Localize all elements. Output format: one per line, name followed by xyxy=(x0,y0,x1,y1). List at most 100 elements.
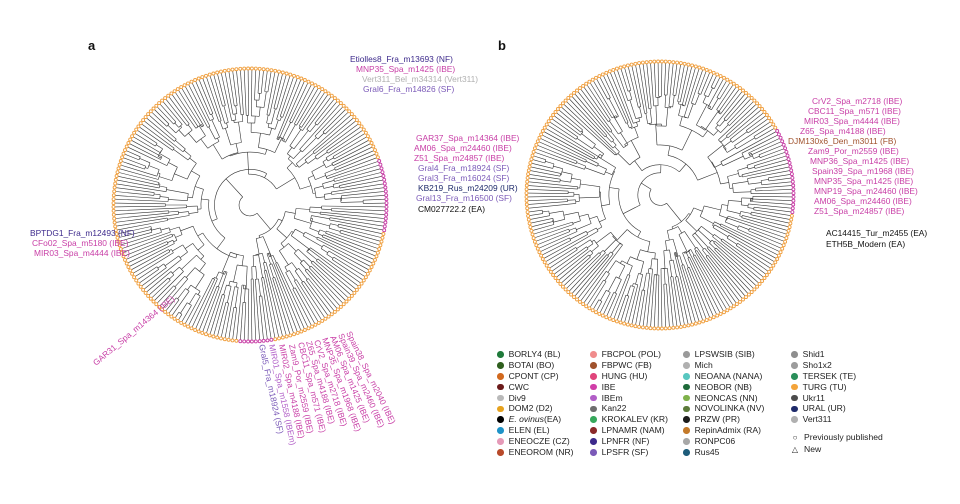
tree-branch xyxy=(702,249,708,257)
tree-tip xyxy=(791,183,796,188)
tree-branch xyxy=(599,250,604,254)
tree-tip xyxy=(640,325,645,330)
tree-branch xyxy=(704,205,721,211)
legend-label: Mich xyxy=(694,359,713,370)
tree-branch xyxy=(532,224,554,231)
tree-branch xyxy=(563,104,617,154)
tree-tip xyxy=(313,322,318,327)
tree-branch xyxy=(320,213,384,223)
tree-tip xyxy=(126,141,131,145)
tree-tip xyxy=(611,318,616,323)
tree-branch xyxy=(529,209,543,213)
tree-branch xyxy=(530,166,561,174)
tree-tip xyxy=(138,121,143,126)
tree-branch xyxy=(235,143,239,153)
legend-label: PRZW (PR) xyxy=(694,414,740,425)
legend-marker-label: New xyxy=(804,444,822,454)
tree-tip xyxy=(219,336,223,341)
tree-tip xyxy=(558,281,563,286)
tree-branch xyxy=(197,232,203,237)
tree-branch xyxy=(638,117,641,122)
tree-branch xyxy=(269,128,272,136)
tree-branch xyxy=(711,98,719,110)
tree-branch xyxy=(154,109,170,125)
tree-branch xyxy=(218,271,225,275)
tree-branch xyxy=(224,286,235,338)
tree-branch xyxy=(200,255,205,260)
tree-tip xyxy=(675,325,680,330)
tree-branch xyxy=(639,64,648,114)
tree-branch xyxy=(339,185,341,189)
tree-branch xyxy=(747,118,769,134)
tree-branch xyxy=(714,163,723,168)
tree-branch xyxy=(720,136,728,143)
tree-branch xyxy=(722,238,769,272)
tree-branch xyxy=(197,244,205,251)
tree-branch xyxy=(606,271,610,274)
legend-label: Rus45 xyxy=(694,447,720,458)
leaf-label: MIR03_Spa_m4444 (IBE) xyxy=(34,248,130,258)
tree-tip xyxy=(789,168,794,173)
tree-branch xyxy=(331,143,371,164)
tree-branch xyxy=(590,239,594,244)
tree-branch xyxy=(551,246,587,272)
legend-label: DOM2 (D2) xyxy=(508,403,553,414)
tree-branch xyxy=(545,230,599,262)
tree-branch xyxy=(306,268,341,306)
tree-branch xyxy=(720,131,777,163)
tree-tip xyxy=(211,334,216,339)
tree-branch xyxy=(715,124,719,129)
tree-branch xyxy=(262,236,272,257)
tree-branch xyxy=(149,277,169,296)
tree-branch xyxy=(591,245,599,252)
tree-branch xyxy=(255,238,260,255)
tree-tip xyxy=(238,339,243,344)
tree-branch xyxy=(547,124,601,159)
tree-branch xyxy=(225,128,231,146)
tree-tip xyxy=(771,122,776,127)
tree-branch xyxy=(341,191,385,197)
tree-tip xyxy=(148,109,153,114)
tree-branch xyxy=(325,176,328,179)
tree-branch xyxy=(263,91,267,108)
tree-branch xyxy=(628,284,639,324)
tree-branch xyxy=(671,213,689,228)
legend-item: LPSFR (SF) xyxy=(590,447,668,458)
tree-branch xyxy=(723,140,732,148)
tree-tip xyxy=(112,185,117,190)
tree-tip xyxy=(172,89,177,94)
tree-branch xyxy=(159,176,172,181)
tree-branch xyxy=(175,140,186,150)
tree-branch xyxy=(333,172,382,185)
tree-branch xyxy=(603,75,627,124)
tree-branch xyxy=(655,124,658,146)
tree-branch xyxy=(664,63,666,96)
tree-branch xyxy=(605,171,613,175)
tree-branch xyxy=(720,124,729,133)
tree-tip xyxy=(128,268,133,273)
tree-branch xyxy=(540,138,587,161)
tree-tip xyxy=(701,66,706,71)
tree-tip xyxy=(767,269,772,274)
tree-tip xyxy=(169,314,174,319)
legend-item: LPSWSIB (SIB) xyxy=(683,349,764,360)
tree-tip xyxy=(760,279,765,283)
tree-branch xyxy=(530,218,553,224)
tree-branch xyxy=(596,301,603,312)
tree-tip xyxy=(211,71,216,76)
tree-tip xyxy=(544,263,549,268)
tree-branch xyxy=(118,172,160,183)
tree-branch xyxy=(642,289,645,291)
tree-branch xyxy=(222,294,225,296)
tree-branch xyxy=(326,250,330,255)
tree-tip xyxy=(371,261,376,266)
tree-branch xyxy=(624,144,626,147)
tree-tip xyxy=(525,175,530,180)
tree-branch xyxy=(221,73,232,121)
tree-branch xyxy=(158,182,160,186)
tree-branch xyxy=(329,217,384,227)
tree-branch xyxy=(126,150,141,158)
tree-branch xyxy=(296,114,351,165)
tree-tip xyxy=(532,146,537,151)
tree-tip xyxy=(354,287,359,292)
